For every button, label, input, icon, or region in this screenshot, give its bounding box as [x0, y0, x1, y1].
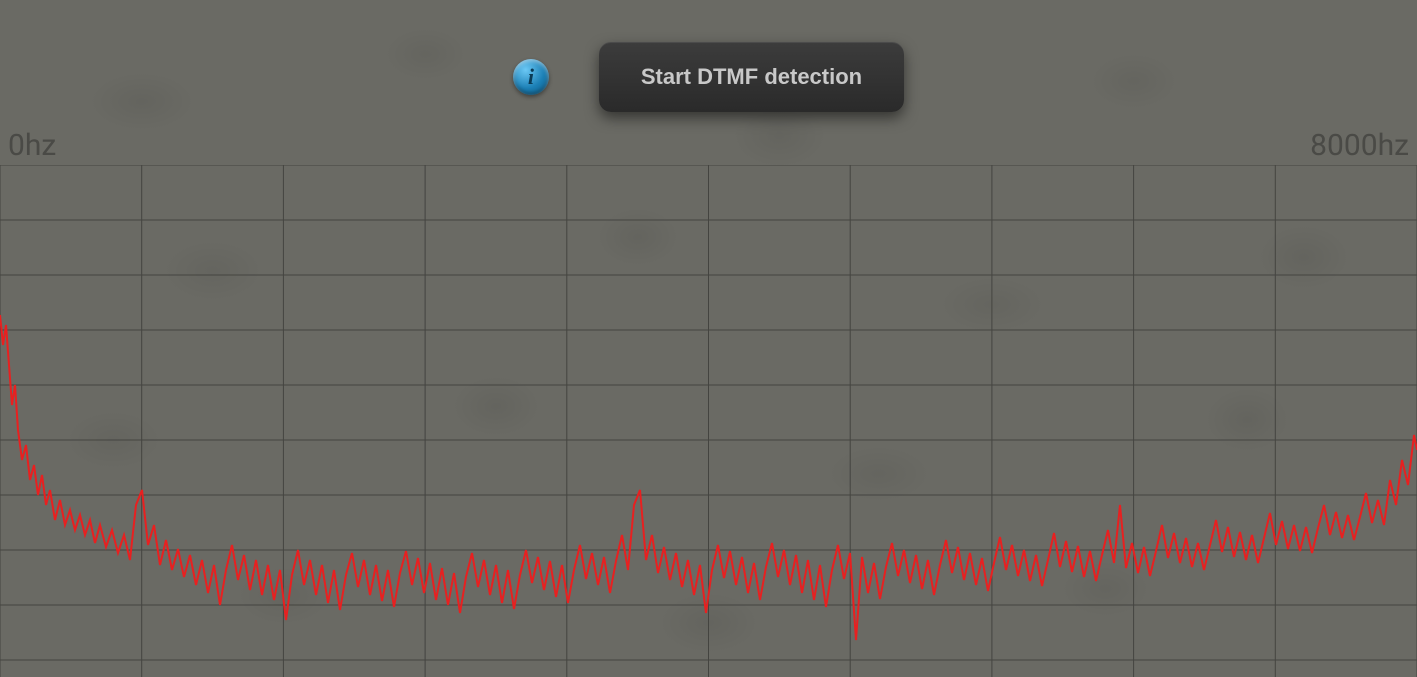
toolbar: i Start DTMF detection	[0, 42, 1417, 112]
info-icon[interactable]: i	[513, 59, 549, 95]
spectrum-chart	[0, 165, 1417, 677]
start-detection-button[interactable]: Start DTMF detection	[599, 42, 904, 112]
axis-label-max: 8000hz	[1310, 128, 1409, 163]
axis-label-min: 0hz	[8, 128, 56, 163]
info-icon-glyph: i	[528, 64, 534, 90]
spectrum-svg	[0, 165, 1417, 677]
